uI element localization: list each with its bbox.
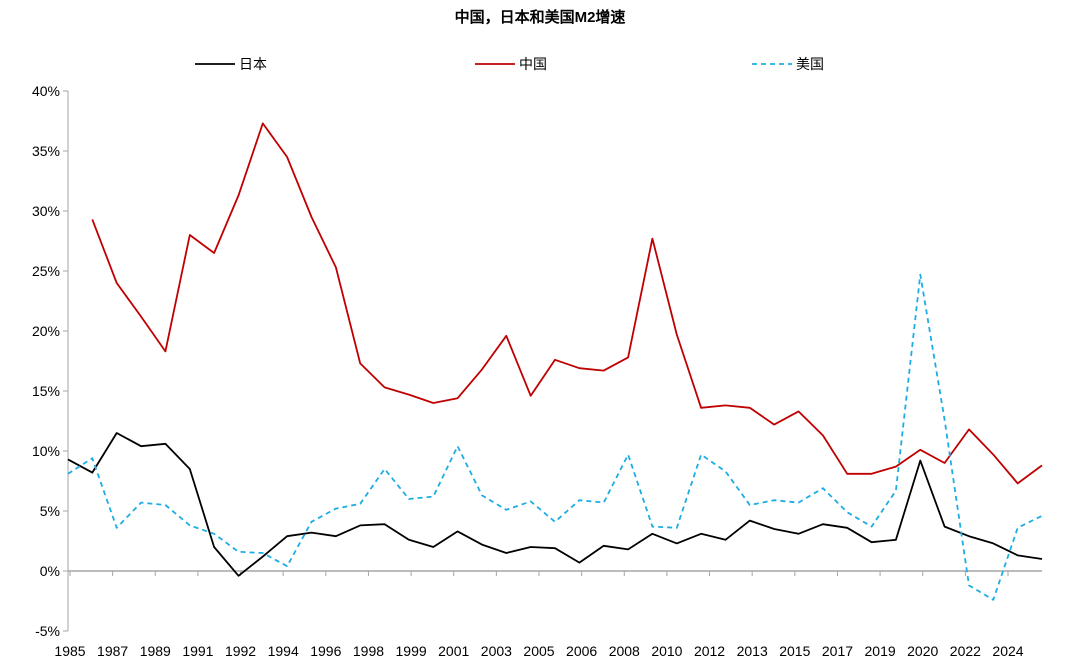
x-tick-label: 2019 <box>865 643 896 659</box>
x-tick-label: 2024 <box>992 643 1023 659</box>
axes: -5% 0% 5% 10% 15% 20% 25% 30% 35% 40% 1985 1987 1989… <box>32 83 1042 659</box>
series-line-1 <box>91 122 1043 485</box>
x-tick-label: 2010 <box>651 643 682 659</box>
y-tick-label: 25% <box>32 263 60 279</box>
legend-label-1: 中国 <box>519 56 547 72</box>
x-tick-label: 1985 <box>54 643 85 659</box>
x-tick-label: 2006 <box>566 643 597 659</box>
series-line-0 <box>67 432 1043 577</box>
x-tick-label: 1991 <box>182 643 213 659</box>
y-tick-label: 0% <box>40 563 60 579</box>
y-tick-label: -5% <box>35 623 60 639</box>
chart-title: 中国，日本和美国M2增速 <box>455 8 626 26</box>
x-tick-label: 1989 <box>140 643 171 659</box>
x-tick-label: 2013 <box>737 643 768 659</box>
x-tick-label: 2022 <box>950 643 981 659</box>
y-tick-label: 30% <box>32 203 60 219</box>
legend: 日本 中国 美国 <box>195 56 824 72</box>
x-tick-label: 1999 <box>396 643 427 659</box>
x-tick-label: 1996 <box>310 643 341 659</box>
x-tick-label: 2003 <box>481 643 512 659</box>
x-tick-label: 2001 <box>438 643 469 659</box>
x-tick-label: 1992 <box>225 643 256 659</box>
x-tick-label: 2005 <box>523 643 554 659</box>
series-line-2 <box>67 273 1043 601</box>
y-tick-label: 40% <box>32 83 60 99</box>
x-tick-label: 1994 <box>268 643 299 659</box>
legend-label-0: 日本 <box>239 56 267 72</box>
y-tick-label: 35% <box>32 143 60 159</box>
x-tick-label: 1998 <box>353 643 384 659</box>
x-tick-label: 2020 <box>907 643 938 659</box>
x-tick-label: 2008 <box>609 643 640 659</box>
legend-label-2: 美国 <box>796 56 824 72</box>
y-tick-label: 15% <box>32 383 60 399</box>
y-tick-label: 5% <box>40 503 60 519</box>
y-tick-label: 20% <box>32 323 60 339</box>
x-tick-label: 1987 <box>97 643 128 659</box>
y-tick-label: 10% <box>32 443 60 459</box>
series-lines <box>67 122 1043 601</box>
x-tick-label: 2015 <box>779 643 810 659</box>
x-tick-label: 2017 <box>822 643 853 659</box>
x-tick-label: 2012 <box>694 643 725 659</box>
